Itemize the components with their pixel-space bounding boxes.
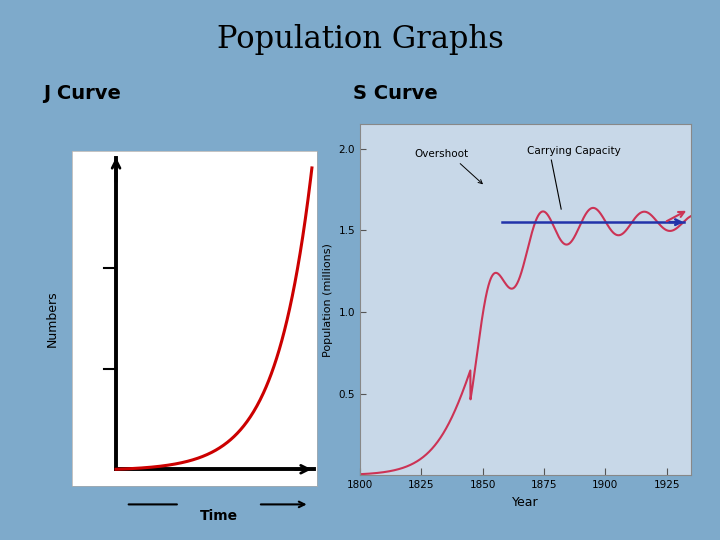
- Text: Carrying Capacity: Carrying Capacity: [526, 146, 621, 156]
- Text: Time: Time: [200, 509, 238, 523]
- Y-axis label: Population (millions): Population (millions): [323, 243, 333, 356]
- Text: Population Graphs: Population Graphs: [217, 24, 503, 55]
- Text: Numbers: Numbers: [46, 291, 59, 347]
- Text: J Curve: J Curve: [43, 84, 121, 103]
- Text: S Curve: S Curve: [353, 84, 438, 103]
- X-axis label: Year: Year: [513, 496, 539, 509]
- Text: Overshoot: Overshoot: [414, 149, 468, 159]
